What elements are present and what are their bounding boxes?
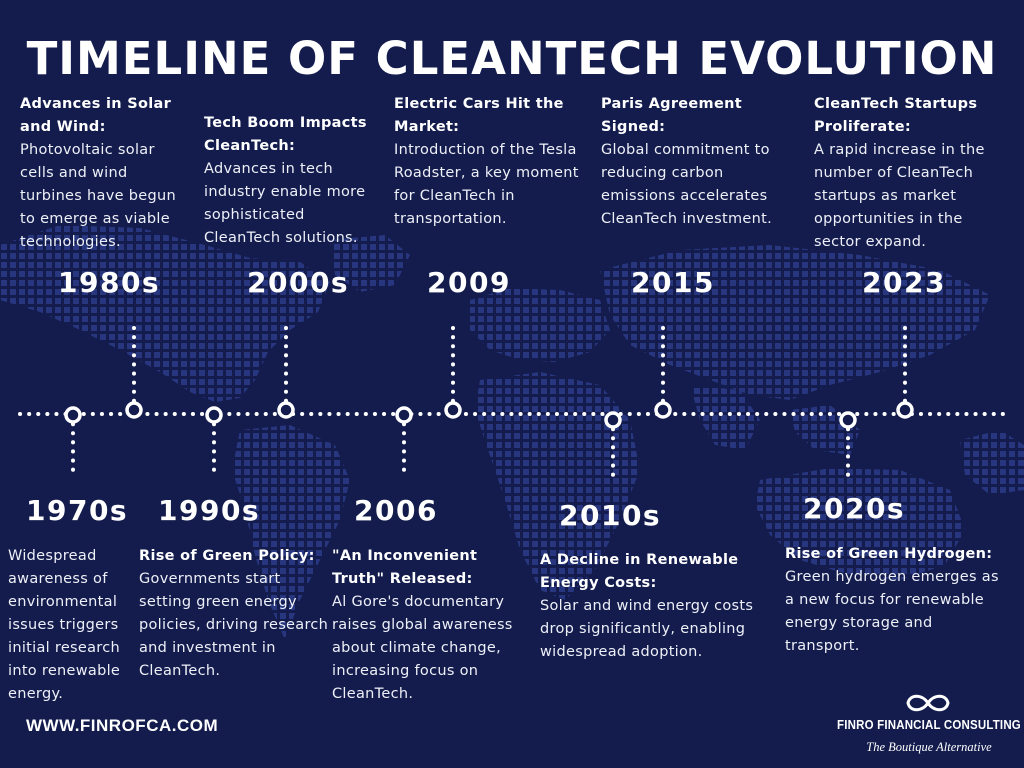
infinity-icon [906, 694, 950, 712]
event-body: Global commitment to reducing carbon emi… [601, 142, 773, 227]
event-body: Widespread awareness of environmental is… [8, 548, 121, 702]
event-description: Widespread awareness of environmental is… [8, 545, 132, 706]
event-year: 1990s [158, 494, 261, 527]
event-description: Electric Cars Hit the Market: Introductio… [394, 93, 584, 231]
event-heading: "An Inconvenient Truth" Released: [332, 548, 478, 587]
event-year: 2006 [354, 494, 438, 527]
event-body: Introduction of the Tesla Roadster, a ke… [394, 142, 579, 227]
timeline-marker [444, 401, 462, 419]
event-heading: Paris Agreement Signed: [601, 96, 742, 135]
timeline-marker [654, 401, 672, 419]
event-body: Green hydrogen emerges as a new focus fo… [785, 569, 999, 654]
brand-name: FINRO FINANCIAL CONSULTING [837, 718, 1021, 732]
event-heading: Electric Cars Hit the Market: [394, 96, 564, 135]
event-year: 2010s [559, 499, 662, 532]
timeline-marker [604, 411, 622, 429]
event-description: Rise of Green Policy: Governments start s… [139, 545, 329, 683]
event-heading: Advances in Solar and Wind: [20, 96, 172, 135]
event-year: 2015 [631, 266, 715, 299]
event-body: Governments start setting green energy p… [139, 571, 329, 679]
event-body: A rapid increase in the number of CleanT… [814, 142, 985, 250]
event-description: Advances in Solar and Wind: Photovoltaic … [20, 93, 190, 254]
event-body: Advances in tech industry enable more so… [204, 161, 366, 246]
event-year: 2020s [803, 492, 906, 525]
event-heading: Rise of Green Policy: [139, 548, 315, 564]
event-heading: CleanTech Startups Proliferate: [814, 96, 978, 135]
event-year: 1980s [58, 266, 161, 299]
event-body: Solar and wind energy costs drop signifi… [540, 598, 754, 660]
event-heading: A Decline in Renewable Energy Costs: [540, 552, 739, 591]
timeline-marker [205, 406, 223, 424]
event-description: CleanTech Startups Proliferate: A rapid i… [814, 93, 1014, 254]
event-year: 2023 [862, 266, 946, 299]
event-year: 2009 [427, 266, 511, 299]
event-year: 2000s [247, 266, 350, 299]
event-body: Photovoltaic solar cells and wind turbin… [20, 142, 176, 250]
timeline-marker [125, 401, 143, 419]
event-description: "An Inconvenient Truth" Released: Al Gore… [332, 545, 524, 706]
event-description: Paris Agreement Signed: Global commitment… [601, 93, 787, 231]
event-body: Al Gore's documentary raises global awar… [332, 594, 513, 702]
event-heading: Rise of Green Hydrogen: [785, 546, 993, 562]
event-description: Rise of Green Hydrogen: Green hydrogen em… [785, 543, 1005, 658]
event-description: A Decline in Renewable Energy Costs: Sola… [540, 549, 754, 664]
timeline-marker [896, 401, 914, 419]
timeline-marker [839, 411, 857, 429]
timeline-marker [64, 406, 82, 424]
event-heading: Tech Boom Impacts CleanTech: [204, 115, 367, 154]
timeline-marker [395, 406, 413, 424]
brand-tagline: The Boutique Alternative [866, 740, 992, 754]
website-link[interactable]: WWW.FINROFCA.COM [26, 716, 219, 735]
event-year: 1970s [26, 494, 129, 527]
event-description: Tech Boom Impacts CleanTech: Advances in … [204, 112, 384, 250]
timeline-marker [277, 401, 295, 419]
page-title: TIMELINE OF CLEANTECH EVOLUTION [26, 32, 998, 85]
